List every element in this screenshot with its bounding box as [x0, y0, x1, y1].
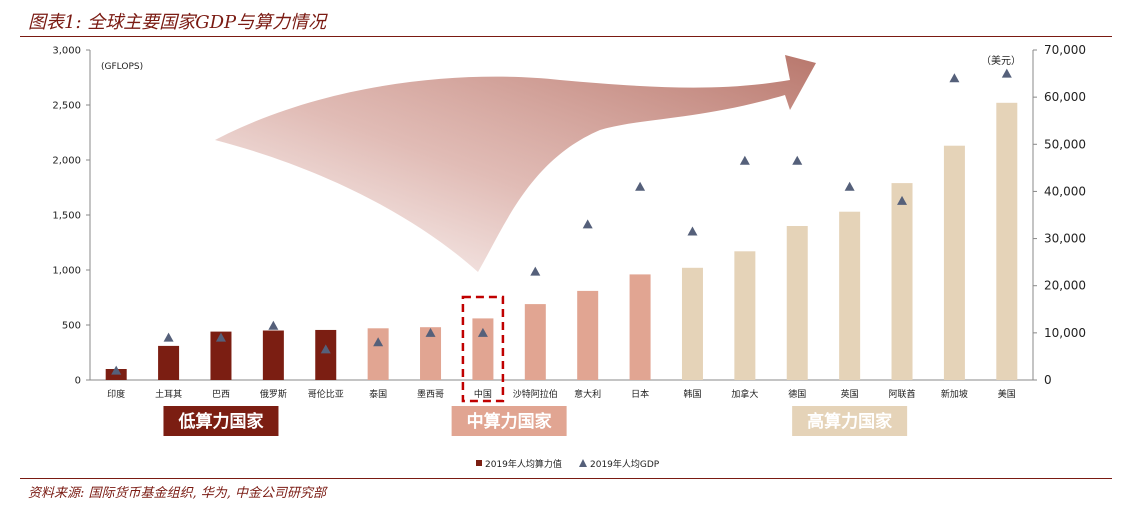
x-tick-label: 加拿大 — [731, 388, 758, 400]
right-tick-label: 40,000 — [1044, 184, 1086, 198]
bar-中国 — [472, 318, 494, 380]
left-tick-label: 2,500 — [52, 101, 81, 112]
x-tick-label: 新加坡 — [941, 388, 968, 400]
group-box — [163, 406, 279, 436]
left-tick-label: 2,000 — [52, 156, 81, 167]
group-label: 中算力国家 — [467, 411, 552, 432]
x-tick-label: 意大利 — [574, 388, 601, 400]
legend-marker-gdp — [579, 459, 587, 467]
gdp-marker-泰国 — [373, 337, 384, 347]
x-tick-label: 英国 — [841, 388, 859, 400]
highlight-box — [461, 295, 505, 403]
gdp-marker-印度 — [111, 365, 122, 375]
x-tick-label: 巴西 — [212, 389, 230, 400]
group-label: 低算力国家 — [177, 411, 263, 432]
left-tick-label: 3,000 — [52, 46, 81, 57]
bar-韩国 — [681, 267, 703, 380]
gdp-marker-新加坡 — [949, 73, 960, 83]
left-tick-label: 500 — [62, 321, 81, 332]
trend-arrow — [215, 55, 816, 272]
x-tick-label: 土耳其 — [155, 388, 182, 400]
gdp-marker-韩国 — [687, 226, 698, 236]
bar-沙特阿拉伯 — [524, 304, 546, 380]
gdp-marker-美国 — [1001, 68, 1012, 78]
legend-swatch-compute — [476, 460, 482, 466]
source-note: 资料来源: 国际货币基金组织, 华为, 中金公司研究部 — [28, 486, 327, 501]
gdp-marker-日本 — [635, 181, 646, 191]
bar-泰国 — [367, 328, 389, 380]
figure-title: 图表1: 全球主要国家GDP与算力情况 — [28, 12, 327, 33]
x-tick-label: 墨西哥 — [417, 389, 444, 400]
bar-美国 — [996, 102, 1018, 381]
x-tick-label: 阿联酋 — [889, 388, 916, 400]
bar-巴西 — [210, 331, 232, 380]
gdp-marker-意大利 — [582, 219, 593, 229]
right-tick-label: 30,000 — [1044, 232, 1086, 246]
gdp-marker-英国 — [844, 181, 855, 191]
x-tick-label: 哥伦比亚 — [308, 388, 344, 400]
x-tick-label: 沙特阿拉伯 — [513, 388, 558, 400]
bar-阿联酋 — [891, 183, 913, 380]
left-tick-label: 0 — [75, 376, 81, 387]
x-tick-label: 日本 — [631, 388, 649, 400]
gdp-marker-中国 — [477, 327, 488, 337]
bar-德国 — [786, 226, 808, 380]
group-box — [451, 406, 567, 436]
x-tick-label: 德国 — [788, 388, 806, 400]
x-tick-label: 韩国 — [683, 388, 701, 400]
x-tick-label: 印度 — [107, 388, 125, 400]
left-tick-label: 1,000 — [52, 266, 81, 277]
bar-加拿大 — [734, 251, 756, 380]
gdp-marker-巴西 — [215, 332, 226, 342]
gdp-marker-土耳其 — [163, 332, 174, 342]
bar-墨西哥 — [420, 327, 442, 380]
bar-哥伦比亚 — [315, 329, 337, 380]
x-tick-label: 美国 — [998, 388, 1016, 400]
source-rule — [20, 478, 1112, 479]
legend-label-compute: 2019年人均算力值 — [485, 458, 562, 470]
right-tick-label: 50,000 — [1044, 137, 1086, 151]
bar-英国 — [839, 211, 861, 380]
gdp-marker-德国 — [792, 155, 803, 165]
x-tick-label: 中国 — [474, 388, 492, 400]
gdp-marker-哥伦比亚 — [320, 344, 331, 354]
right-axis-unit: （美元） — [981, 54, 1021, 67]
x-tick-label: 泰国 — [369, 388, 387, 400]
group-box — [792, 406, 908, 436]
gdp-marker-阿联酋 — [897, 195, 908, 205]
gdp-marker-加拿大 — [739, 155, 750, 165]
left-axis-unit: (GFLOPS) — [101, 62, 143, 72]
right-tick-label: 70,000 — [1044, 43, 1086, 57]
right-tick-label: 20,000 — [1044, 279, 1086, 293]
group-label: 高算力国家 — [807, 411, 892, 432]
right-tick-label: 10,000 — [1044, 326, 1086, 340]
x-tick-label: 俄罗斯 — [260, 388, 287, 400]
left-tick-label: 1,500 — [52, 211, 81, 222]
bar-日本 — [629, 274, 651, 380]
gdp-marker-沙特阿拉伯 — [530, 266, 541, 276]
bar-俄罗斯 — [262, 330, 284, 380]
right-tick-label: 0 — [1044, 373, 1052, 387]
bar-意大利 — [577, 290, 599, 380]
gdp-marker-俄罗斯 — [268, 320, 279, 330]
right-tick-label: 60,000 — [1044, 90, 1086, 104]
bar-新加坡 — [943, 145, 965, 380]
bar-土耳其 — [158, 345, 180, 380]
title-rule — [20, 36, 1112, 37]
gdp-marker-墨西哥 — [425, 327, 436, 337]
legend-label-gdp: 2019年人均GDP — [590, 458, 660, 470]
